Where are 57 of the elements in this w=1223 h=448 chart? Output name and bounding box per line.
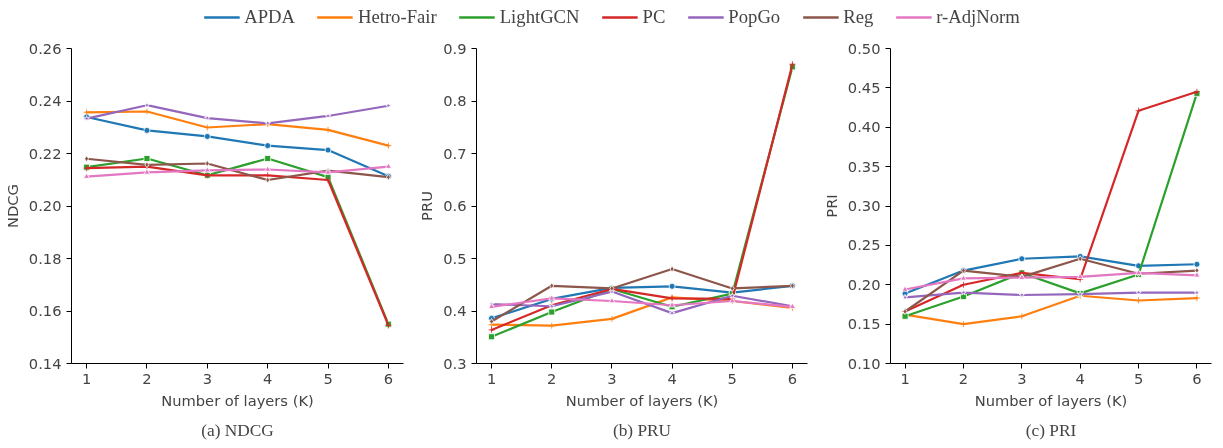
y-tick-label: 0.24 xyxy=(28,92,62,109)
y-tick-label: 0.4 xyxy=(443,302,467,319)
x-tick-label: 4 xyxy=(667,369,677,387)
y-tick-label: 0.20 xyxy=(847,275,881,293)
x-tick-label: 2 xyxy=(958,369,969,387)
y-tick-label: 0.35 xyxy=(847,157,881,175)
legend-label: APDA xyxy=(244,6,295,28)
legend-label: r-AdjNorm xyxy=(936,6,1020,28)
x-tick-label: 3 xyxy=(1017,369,1027,387)
y-tick-label: 0.7 xyxy=(443,144,467,162)
y-axis-title: PRU xyxy=(418,191,436,221)
y-tick-label: 0.9 xyxy=(443,39,467,57)
y-tick-label: 0.6 xyxy=(443,197,467,214)
x-tick-label: 1 xyxy=(900,369,910,387)
y-tick-label: 0.22 xyxy=(28,144,62,162)
y-tick-label: 0.14 xyxy=(28,354,62,372)
x-axis-title: Number of layers (K) xyxy=(974,391,1128,409)
y-axis-title: NDCG xyxy=(3,184,21,228)
x-tick-label: 3 xyxy=(202,369,212,387)
x-tick-label: 6 xyxy=(787,369,798,387)
y-tick-label: 0.26 xyxy=(28,39,62,57)
legend-label: LightGCN xyxy=(499,6,580,28)
x-tick-label: 5 xyxy=(1133,369,1144,387)
x-tick-label: 5 xyxy=(727,369,737,387)
x-tick-label: 4 xyxy=(263,369,273,387)
x-axis-title: Number of layers (K) xyxy=(161,391,314,409)
x-tick-label: 1 xyxy=(81,369,92,387)
x-axis-title: Number of layers (K) xyxy=(565,391,719,409)
x-tick-label: 3 xyxy=(607,369,617,387)
legend-label: PopGo xyxy=(728,6,781,28)
y-tick-label: 0.16 xyxy=(28,302,62,319)
x-tick-label: 6 xyxy=(1192,369,1202,387)
y-tick-label: 0.3 xyxy=(443,354,467,372)
y-tick-label: 0.20 xyxy=(28,197,62,214)
y-tick-label: 0.25 xyxy=(847,236,881,254)
legend-label: Hetro-Fair xyxy=(357,6,437,28)
y-tick-label: 0.5 xyxy=(443,249,467,267)
x-tick-label: 2 xyxy=(547,369,557,387)
y-tick-label: 0.40 xyxy=(847,118,881,136)
y-tick-label: 0.10 xyxy=(847,354,881,372)
y-axis-title: PRI xyxy=(822,194,840,218)
y-tick-label: 0.50 xyxy=(847,39,881,57)
text: (b) PRU xyxy=(612,420,672,440)
x-tick-label: 5 xyxy=(323,369,333,387)
y-tick-label: 0.8 xyxy=(443,92,467,109)
y-tick-label: 0.30 xyxy=(847,197,881,214)
x-tick-label: 6 xyxy=(383,369,394,387)
legend-label: Reg xyxy=(843,6,874,28)
text: (c) PRI xyxy=(1025,420,1077,440)
y-tick-label: 0.45 xyxy=(847,78,881,96)
legend-label: PC xyxy=(642,6,666,28)
y-tick-label: 0.18 xyxy=(28,249,62,267)
text: (a) NDCG xyxy=(201,420,274,440)
y-tick-label: 0.15 xyxy=(847,315,881,333)
x-tick-label: 4 xyxy=(1075,369,1085,387)
x-tick-label: 1 xyxy=(486,369,497,387)
x-tick-label: 2 xyxy=(142,369,152,387)
